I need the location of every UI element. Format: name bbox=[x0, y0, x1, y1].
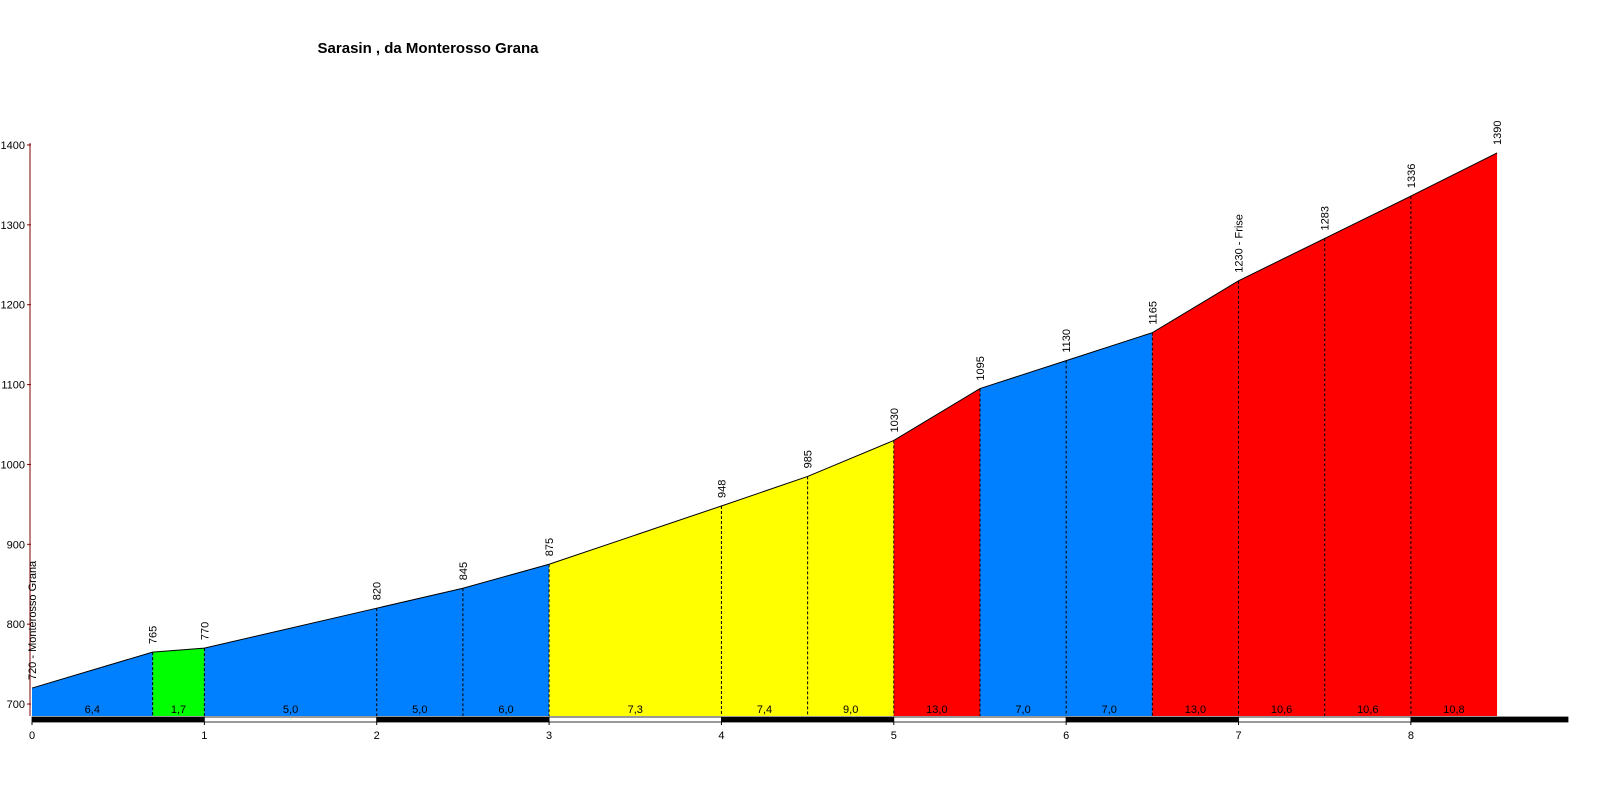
gradient-label: 10,6 bbox=[1271, 704, 1292, 716]
y-tick-label: 800 bbox=[7, 619, 25, 631]
gradient-label: 5,0 bbox=[283, 704, 298, 716]
x-tick-label: 1 bbox=[201, 730, 207, 742]
km-band bbox=[548, 716, 722, 723]
km-band bbox=[31, 716, 205, 723]
gradient-label: 1,7 bbox=[171, 704, 186, 716]
gradient-label: 7,4 bbox=[757, 704, 772, 716]
profile-segment bbox=[32, 652, 153, 716]
gradient-label: 13,0 bbox=[1185, 704, 1206, 716]
km-band bbox=[1238, 716, 1412, 723]
gradient-label: 7,3 bbox=[628, 704, 643, 716]
y-tick-label: 1000 bbox=[1, 459, 25, 471]
x-tick-label: 8 bbox=[1408, 730, 1414, 742]
elevation-label: 720 - Monterosso Grana bbox=[27, 560, 39, 680]
x-tick-label: 6 bbox=[1063, 730, 1069, 742]
gradient-label: 7,0 bbox=[1015, 704, 1030, 716]
profile-segment bbox=[807, 440, 894, 716]
profile-segment bbox=[1324, 196, 1411, 717]
profile-segment bbox=[152, 648, 205, 716]
gradient-label: 6,0 bbox=[498, 704, 513, 716]
x-tick-label: 0 bbox=[29, 730, 35, 742]
elevation-label: 875 bbox=[544, 538, 556, 556]
gradient-label: 13,0 bbox=[926, 704, 947, 716]
profile-segment bbox=[979, 360, 1067, 716]
elevation-label: 820 bbox=[372, 582, 384, 600]
gradient-label: 10,8 bbox=[1443, 704, 1464, 716]
elevation-label: 1390 bbox=[1492, 121, 1504, 145]
gradient-label: 5,0 bbox=[412, 704, 427, 716]
elevation-label: 770 bbox=[199, 622, 211, 640]
profile-line bbox=[31, 152, 1498, 689]
gradient-label: 7,0 bbox=[1102, 704, 1117, 716]
km-band bbox=[376, 716, 550, 723]
gradient-label: 6,4 bbox=[85, 704, 100, 716]
elevation-label: 985 bbox=[803, 450, 815, 468]
km-band bbox=[721, 716, 895, 723]
elevation-label: 1230 - Frise bbox=[1234, 214, 1246, 273]
elevation-label: 1283 bbox=[1320, 206, 1332, 230]
x-tick-label: 4 bbox=[718, 730, 724, 742]
km-band bbox=[1410, 716, 1569, 723]
profile-segment bbox=[1410, 152, 1498, 716]
x-tick-label: 5 bbox=[891, 730, 897, 742]
y-tick-label: 1400 bbox=[1, 140, 25, 152]
elevation-label: 845 bbox=[458, 562, 470, 580]
elevation-label: 948 bbox=[716, 480, 728, 498]
y-tick-label: 900 bbox=[7, 539, 25, 551]
y-tick-label: 1300 bbox=[1, 220, 25, 232]
x-tick-label: 3 bbox=[546, 730, 552, 742]
x-tick-label: 2 bbox=[374, 730, 380, 742]
gradient-label: 9,0 bbox=[843, 704, 858, 716]
y-tick-label: 1100 bbox=[1, 380, 25, 392]
profile-segment bbox=[721, 476, 808, 716]
x-tick-label: 7 bbox=[1235, 730, 1241, 742]
profile-segment bbox=[549, 505, 722, 716]
profile-segment bbox=[462, 564, 550, 716]
profile-segment bbox=[376, 588, 463, 716]
y-tick-label: 700 bbox=[7, 699, 25, 711]
km-band bbox=[203, 716, 378, 723]
elevation-label: 1095 bbox=[975, 356, 987, 380]
gradient-label: 10,6 bbox=[1357, 704, 1378, 716]
profile-segment bbox=[204, 608, 377, 716]
profile-segment bbox=[1238, 238, 1325, 716]
km-band bbox=[893, 716, 1067, 723]
profile-segment bbox=[1152, 280, 1239, 716]
y-tick-label: 1200 bbox=[1, 300, 25, 312]
elevation-label: 1336 bbox=[1406, 164, 1418, 188]
elevation-label: 1130 bbox=[1061, 329, 1073, 353]
profile-segment bbox=[893, 388, 980, 716]
elevation-label: 1030 bbox=[889, 408, 901, 432]
chart-title: Sarasin , da Monterosso Grana bbox=[318, 40, 540, 57]
profile-segment bbox=[1066, 332, 1153, 716]
elevation-label: 1165 bbox=[1147, 301, 1159, 325]
km-band bbox=[1065, 716, 1239, 723]
elevation-label: 765 bbox=[148, 626, 160, 644]
